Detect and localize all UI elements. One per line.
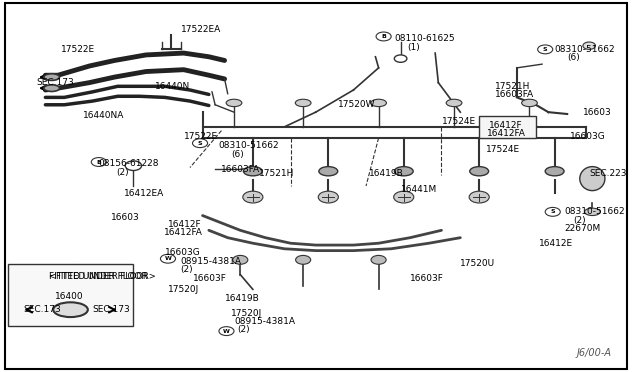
Text: 17520J: 17520J xyxy=(231,309,262,318)
Text: 17520W: 17520W xyxy=(338,100,375,109)
Text: 16603: 16603 xyxy=(583,108,612,117)
Text: 16419B: 16419B xyxy=(369,169,404,177)
Text: 17524E: 17524E xyxy=(442,117,476,126)
Text: 16603G: 16603G xyxy=(165,248,200,257)
Circle shape xyxy=(193,139,207,148)
Text: 17520U: 17520U xyxy=(460,259,495,268)
Text: 17524E: 17524E xyxy=(486,145,520,154)
Ellipse shape xyxy=(580,167,605,190)
Text: <FITTED UNDER FLOOR>: <FITTED UNDER FLOOR> xyxy=(49,272,156,281)
Text: W: W xyxy=(164,256,172,261)
Text: 16603FA: 16603FA xyxy=(221,165,260,174)
Text: (2): (2) xyxy=(116,168,129,177)
FancyBboxPatch shape xyxy=(479,116,536,138)
Text: 17522E: 17522E xyxy=(184,132,218,141)
Circle shape xyxy=(371,256,386,264)
Text: 16603G: 16603G xyxy=(570,132,606,141)
Circle shape xyxy=(125,161,141,170)
Text: 08915-4381A: 08915-4381A xyxy=(180,257,241,266)
Text: 16440N: 16440N xyxy=(156,82,191,91)
Text: 16603F: 16603F xyxy=(410,274,444,283)
Circle shape xyxy=(394,191,414,203)
Ellipse shape xyxy=(584,208,600,215)
Text: SEC.173: SEC.173 xyxy=(24,305,61,314)
Text: 16440NA: 16440NA xyxy=(83,111,125,121)
Text: 17521H: 17521H xyxy=(259,169,294,177)
Text: 08310-51662: 08310-51662 xyxy=(218,141,279,150)
Text: 16441M: 16441M xyxy=(401,185,437,194)
Text: 16412F: 16412F xyxy=(488,121,522,129)
Text: 16412FA: 16412FA xyxy=(164,228,202,237)
Circle shape xyxy=(219,327,234,336)
Text: 16603F: 16603F xyxy=(193,274,227,283)
FancyBboxPatch shape xyxy=(8,263,133,326)
Circle shape xyxy=(394,55,407,62)
Text: SEC.173: SEC.173 xyxy=(36,78,74,87)
Circle shape xyxy=(545,208,560,216)
Text: 17520J: 17520J xyxy=(168,285,199,294)
Text: 16412F: 16412F xyxy=(168,220,202,229)
Text: (6): (6) xyxy=(567,53,580,62)
Text: 08110-61625: 08110-61625 xyxy=(394,34,455,43)
Ellipse shape xyxy=(243,167,262,176)
Text: 16603FA: 16603FA xyxy=(495,90,534,99)
Text: (2): (2) xyxy=(180,264,193,273)
Text: SEC.173: SEC.173 xyxy=(93,305,131,314)
Circle shape xyxy=(318,191,339,203)
Text: S: S xyxy=(198,141,202,146)
Text: 16400: 16400 xyxy=(55,292,83,301)
Text: (6): (6) xyxy=(231,150,244,159)
Text: 17522E: 17522E xyxy=(61,45,95,54)
Text: B: B xyxy=(97,160,101,164)
Text: (1): (1) xyxy=(407,43,420,52)
Ellipse shape xyxy=(470,167,488,176)
Text: S: S xyxy=(543,47,547,52)
Text: 08310-51662: 08310-51662 xyxy=(555,45,615,54)
Text: 16412FA: 16412FA xyxy=(487,129,525,138)
Text: 16419B: 16419B xyxy=(225,294,259,303)
Text: SEC.223: SEC.223 xyxy=(589,169,627,177)
Ellipse shape xyxy=(583,42,595,49)
Text: J6/00-A: J6/00-A xyxy=(576,348,611,358)
Circle shape xyxy=(376,32,391,41)
Text: 17522EA: 17522EA xyxy=(180,25,221,33)
Text: B: B xyxy=(381,34,386,39)
Ellipse shape xyxy=(44,85,60,92)
Text: 22670M: 22670M xyxy=(564,224,600,233)
Text: S: S xyxy=(550,209,555,214)
Ellipse shape xyxy=(522,99,538,107)
Circle shape xyxy=(296,256,310,264)
Text: 16412EA: 16412EA xyxy=(124,189,164,198)
Text: (2): (2) xyxy=(573,216,586,225)
Ellipse shape xyxy=(446,99,462,107)
Ellipse shape xyxy=(394,167,413,176)
Text: 17521H: 17521H xyxy=(495,82,531,91)
Ellipse shape xyxy=(319,167,338,176)
Circle shape xyxy=(243,191,263,203)
Text: 16412E: 16412E xyxy=(539,239,573,248)
Text: (2): (2) xyxy=(237,325,250,334)
Text: 16603: 16603 xyxy=(111,213,140,222)
Circle shape xyxy=(469,191,489,203)
Ellipse shape xyxy=(53,302,88,317)
Text: 08156-61228: 08156-61228 xyxy=(99,159,159,169)
Ellipse shape xyxy=(545,167,564,176)
Ellipse shape xyxy=(295,99,311,107)
Circle shape xyxy=(92,158,106,166)
Ellipse shape xyxy=(371,99,387,107)
Circle shape xyxy=(161,254,175,263)
Text: FITTED UNDER FLOOR: FITTED UNDER FLOOR xyxy=(49,272,147,281)
Text: 08310-51662: 08310-51662 xyxy=(564,207,625,217)
Circle shape xyxy=(233,256,248,264)
Text: W: W xyxy=(223,328,230,334)
Ellipse shape xyxy=(226,99,242,107)
Ellipse shape xyxy=(44,74,60,80)
Circle shape xyxy=(538,45,553,54)
Text: 08915-4381A: 08915-4381A xyxy=(234,317,295,326)
